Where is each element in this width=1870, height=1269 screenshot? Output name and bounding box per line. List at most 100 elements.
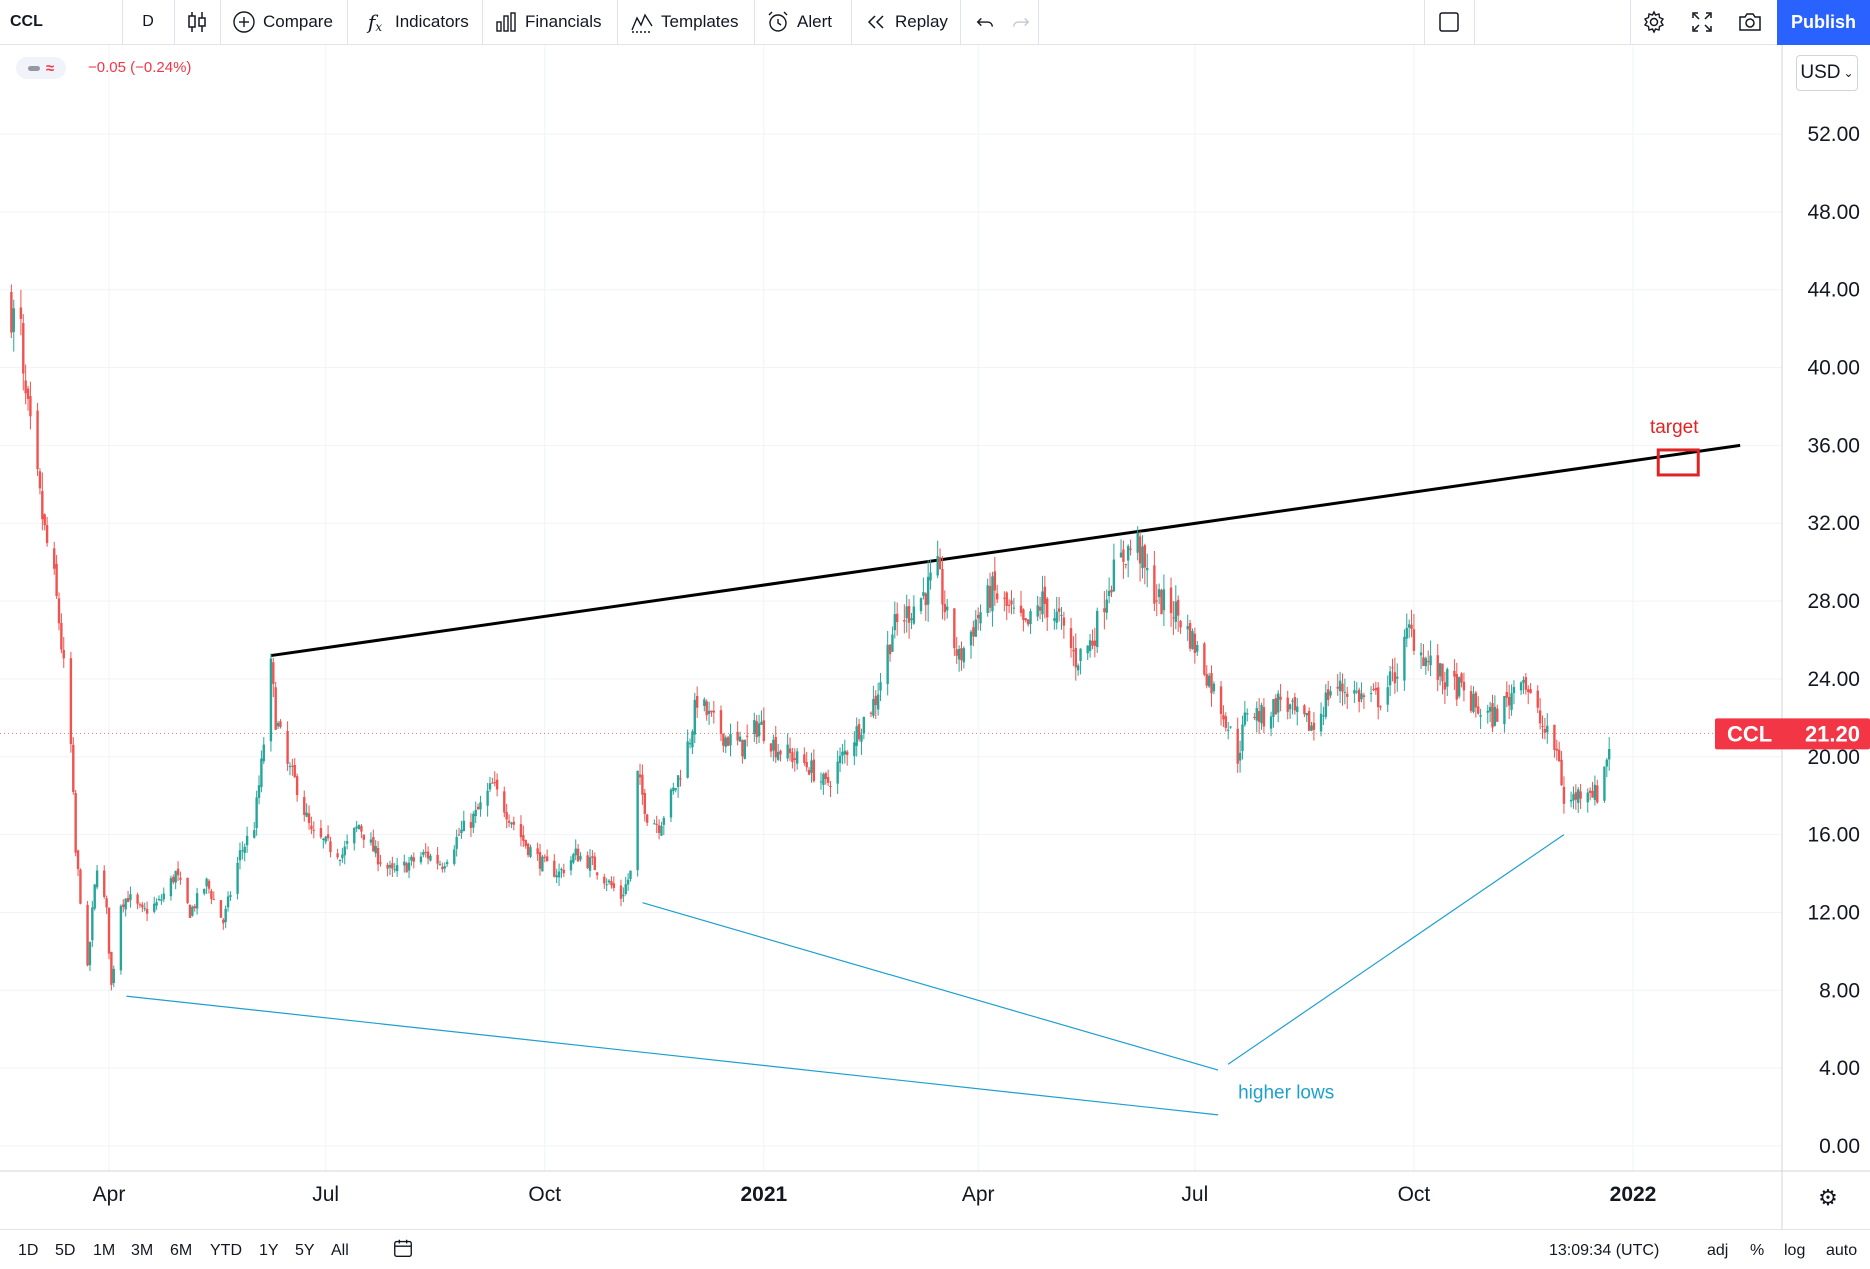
layout-button[interactable] — [1424, 0, 1474, 44]
candle-body — [1012, 607, 1016, 609]
candle-body — [293, 765, 296, 777]
redo-button[interactable] — [1004, 0, 1038, 44]
candle-body — [1162, 589, 1166, 611]
replay-button[interactable]: Replay — [864, 0, 948, 44]
utc-clock[interactable]: 13:09:34 (UTC) — [1549, 1242, 1660, 1259]
candle-body — [1519, 682, 1523, 691]
snapshot-button[interactable] — [1728, 0, 1772, 44]
interval-label: D — [142, 13, 154, 30]
gear-icon — [1643, 10, 1665, 34]
candle-body — [38, 471, 42, 489]
candle-body — [326, 834, 330, 839]
candle-body — [1407, 624, 1411, 628]
legend-toggle[interactable]: ≈ — [16, 57, 66, 79]
candle-body — [1446, 669, 1449, 687]
auto-toggle[interactable]: auto — [1826, 1242, 1858, 1259]
candle-body — [393, 869, 396, 871]
adj-toggle[interactable]: adj — [1707, 1242, 1729, 1259]
higher-low-line — [126, 995, 1219, 1116]
candle-body — [674, 788, 677, 790]
candle-body — [279, 721, 282, 728]
candle-body — [1060, 615, 1063, 617]
candle-body — [645, 814, 649, 823]
candles-layer — [10, 284, 1611, 991]
range-button-ytd[interactable]: YTD — [210, 1242, 242, 1259]
candle-body — [1093, 640, 1097, 646]
candle-body — [312, 829, 315, 831]
candle-body — [1157, 589, 1161, 598]
interval-button[interactable]: D — [122, 0, 174, 44]
candle-body — [176, 868, 180, 876]
range-button-1m[interactable]: 1M — [93, 1242, 116, 1259]
candle-body — [512, 821, 516, 825]
candle-body — [972, 627, 975, 637]
candle-body — [822, 774, 825, 785]
candle-body — [1507, 696, 1511, 706]
candle-body — [1496, 708, 1499, 722]
percent-toggle[interactable]: % — [1750, 1242, 1765, 1259]
candle-body — [462, 820, 466, 832]
candle-body — [43, 514, 46, 526]
candle-body — [903, 620, 906, 622]
candle-body — [374, 846, 377, 854]
compare-button[interactable]: Compare — [232, 0, 333, 44]
candle-body — [1276, 693, 1280, 713]
y-tick-label: 36.00 — [1807, 434, 1860, 457]
candle-body — [405, 863, 408, 873]
range-button-3m[interactable]: 3M — [131, 1242, 154, 1259]
range-button-1d[interactable]: 1D — [18, 1242, 39, 1259]
wave-icon: ≈ — [45, 59, 55, 77]
candle-body — [1305, 712, 1308, 716]
range-button-6m[interactable]: 6M — [170, 1242, 193, 1259]
candle-body — [95, 870, 99, 888]
candle-body — [362, 834, 365, 840]
alert-button[interactable]: Alert — [766, 0, 832, 44]
candle-body — [1346, 693, 1349, 697]
range-button-5y[interactable]: 5Y — [295, 1242, 315, 1259]
candle-body — [303, 797, 306, 815]
settings-button[interactable] — [1632, 0, 1676, 44]
candle-body — [929, 572, 932, 581]
candle-body — [819, 781, 823, 783]
undo-button[interactable] — [968, 0, 1002, 44]
candle-body — [207, 880, 211, 889]
candle-body — [662, 817, 666, 825]
symbol-search[interactable]: CCL — [10, 0, 120, 44]
candle-body — [1024, 618, 1027, 621]
fullscreen-button[interactable] — [1680, 0, 1724, 44]
candle-body — [876, 694, 880, 710]
range-button-1y[interactable]: 1Y — [259, 1242, 279, 1259]
candle-body — [641, 774, 644, 795]
candle-body — [1572, 794, 1575, 801]
candle-body — [1569, 799, 1573, 802]
price-chart[interactable]: higher lows target 0.00 4.00 8.00 12.00 16.00… — [0, 45, 1870, 1229]
chart-type-button[interactable] — [174, 0, 220, 44]
candle-body — [105, 898, 108, 908]
candle-body — [743, 739, 746, 759]
candle-body — [1169, 587, 1173, 614]
goto-date-button[interactable] — [392, 1228, 414, 1268]
candle-body — [1341, 683, 1344, 692]
templates-button[interactable]: Templates — [630, 0, 738, 44]
candle-body — [1538, 710, 1542, 724]
candle-body — [379, 862, 382, 864]
range-button-all[interactable]: All — [331, 1242, 349, 1259]
candle-body — [1593, 784, 1597, 800]
log-toggle[interactable]: log — [1784, 1242, 1806, 1259]
candle-body — [1222, 714, 1225, 720]
candle-body — [1455, 673, 1458, 700]
toolbar-divider — [851, 0, 852, 44]
y-tick-label: 44.00 — [1807, 279, 1860, 302]
trendline-layer — [270, 443, 1741, 658]
candle-body — [460, 829, 463, 834]
candle-body — [236, 862, 239, 894]
candle-body — [1427, 661, 1430, 663]
candle-body — [412, 857, 415, 862]
candle-body — [1293, 697, 1297, 711]
higher-low-line — [1227, 834, 1565, 1065]
financials-button[interactable]: Financials — [494, 0, 602, 44]
publish-button[interactable]: Publish — [1777, 0, 1870, 45]
range-button-5d[interactable]: 5D — [55, 1242, 76, 1259]
currency-select[interactable]: USD ⌄ — [1796, 55, 1858, 91]
